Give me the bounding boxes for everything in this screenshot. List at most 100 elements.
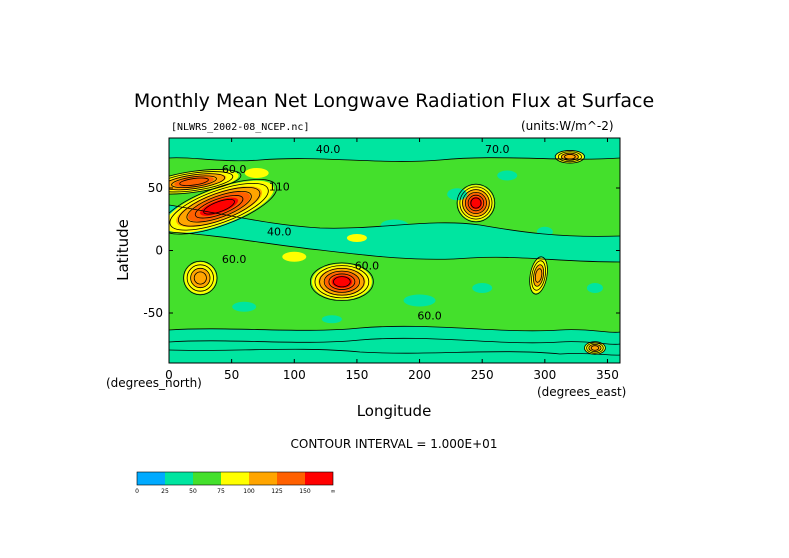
colorbar: 0 25 50 75 100 125 150 ∞ [135, 471, 336, 495]
x-tick-label-150: 150 [345, 368, 368, 382]
colorbar-bin-4 [249, 472, 277, 485]
chart-title: Monthly Mean Net Longwave Radiation Flux… [134, 90, 654, 112]
australia-contour-4 [328, 273, 356, 290]
north-america-contour-1 [459, 186, 493, 220]
contour-label-4: 40.0 [267, 226, 292, 239]
north-america-contour-3 [464, 191, 487, 214]
himalaya-contour-5 [203, 198, 235, 215]
contour-label-3: 110 [269, 181, 290, 194]
field-patch-0 [244, 168, 269, 178]
east-asia-contour-2 [560, 152, 579, 161]
himalaya-contour-1 [169, 183, 269, 231]
south-america-contour-1 [531, 260, 546, 291]
contour-label-5: 60.0 [222, 253, 247, 266]
north-america-contour-2 [462, 189, 490, 217]
himalaya-hot-spot-150 [200, 197, 239, 216]
colorbar-tick-label-2: 50 [189, 488, 197, 495]
colorbar-bin-3 [221, 472, 249, 485]
field-patch-5 [403, 294, 436, 307]
north-america-contour-5 [470, 197, 482, 209]
field-patch-8 [321, 315, 342, 324]
colorbar-tick-label-0: 0 [135, 488, 139, 495]
contour-label-layer: 40.0 70.0 60.0 110 40.0 60.0 60.0 60.0 [222, 143, 510, 322]
colorbar-frame [136, 471, 334, 486]
field-patch-2 [447, 188, 468, 201]
colorbar-bin-1 [165, 472, 193, 485]
colorbar-tick-label-1: 25 [161, 488, 169, 495]
y-tick-label-0: 0 [155, 244, 163, 258]
south-africa-contour-2 [190, 267, 211, 289]
colorbar-bin-0 [137, 472, 165, 485]
contour-interval-label: CONTOUR INTERVAL = 1.000E+01 [291, 437, 498, 451]
y-axis: 50 0 -50 [143, 181, 620, 320]
australia-contour-3 [323, 270, 360, 293]
sahara-contour-2 [169, 173, 226, 191]
units-label: (units:W/m^-2) [521, 119, 614, 133]
x-tick-label-300: 300 [533, 368, 556, 382]
colorbar-bin-5 [277, 472, 305, 485]
x-tick-label-100: 100 [283, 368, 306, 382]
australia-contour-2 [319, 267, 365, 296]
north-america-contour-0 [456, 183, 496, 223]
north-america-hot-spot-150 [469, 196, 483, 210]
colorbar-tick-label-5: 125 [271, 488, 283, 495]
y-unit-label: (degrees_north) [106, 376, 202, 390]
antarctic-coast-contour-3 [590, 345, 600, 351]
south-africa-hot-spot-100 [190, 268, 211, 288]
field-patch-6 [232, 301, 257, 312]
plot-area: 40.0 70.0 60.0 110 40.0 60.0 60.0 60.0 [169, 138, 620, 363]
zonal-contour-2 [169, 157, 620, 162]
south-america-contour-0 [529, 256, 548, 295]
equatorial-band-region [169, 205, 620, 262]
antarctic-coast-contour-2 [588, 343, 602, 352]
sahara-contour-4 [179, 177, 209, 186]
field-patch-3 [282, 251, 307, 262]
colorbar-bin-6 [305, 472, 333, 485]
himalaya-contour-2 [177, 186, 261, 227]
x-tick-label-350: 350 [596, 368, 619, 382]
colorbar-tick-label-6: 150 [299, 488, 311, 495]
sahara-contour-3 [171, 175, 217, 189]
east-asia-contour-0 [554, 150, 585, 164]
zonal-contour-3 [169, 325, 620, 333]
zonal-contour-4 [169, 337, 620, 345]
sahara-hot-spot-125 [174, 176, 214, 187]
colorbar-tick-label-3: 75 [217, 488, 225, 495]
north-polar-belt [169, 138, 620, 162]
zonal-contour-0 [169, 204, 620, 237]
colorbar-tick-label-7: ∞ [331, 488, 336, 495]
north-america-contour-4 [467, 194, 485, 212]
zonal-contour-1 [169, 231, 620, 263]
sahara-contour-1 [169, 171, 234, 193]
contour-label-1: 70.0 [485, 143, 510, 156]
x-tick-label-0: 0 [165, 368, 173, 382]
south-africa-contour-1 [186, 264, 214, 292]
himalaya-contour-3 [186, 191, 252, 223]
x-axis: 0 50 100 150 200 250 300 350 [165, 138, 619, 382]
south-america-contour-3 [534, 268, 543, 283]
field-layer [169, 138, 620, 363]
y-axis-label: Latitude [114, 219, 132, 281]
colorbar-tick-label-4: 100 [243, 488, 255, 495]
x-tick-label-200: 200 [408, 368, 431, 382]
field-patch-4 [497, 170, 518, 181]
colorbar-bin-2 [193, 472, 221, 485]
australia-hot-spot-150 [331, 275, 353, 289]
contour-label-6: 60.0 [355, 259, 380, 272]
y-tick-label--50: -50 [143, 306, 163, 320]
zonal-contour-5 [169, 348, 620, 356]
south-polar-belt [169, 326, 620, 363]
field-patch-11 [472, 283, 493, 293]
x-unit-label: (degrees_east) [537, 385, 626, 399]
field-patch-10 [586, 283, 603, 293]
contour-layer [169, 150, 620, 356]
file-label: [NLWRS_2002-08_NCEP.nc] [171, 122, 309, 133]
x-tick-label-250: 250 [471, 368, 494, 382]
x-axis-label: Longitude [357, 402, 432, 420]
contour-label-2: 60.0 [222, 163, 247, 176]
south-africa-contour-0 [183, 260, 218, 296]
south-africa-contour-3 [193, 271, 207, 285]
y-tick-label-50: 50 [148, 181, 163, 195]
south-america-contour-2 [533, 264, 545, 287]
